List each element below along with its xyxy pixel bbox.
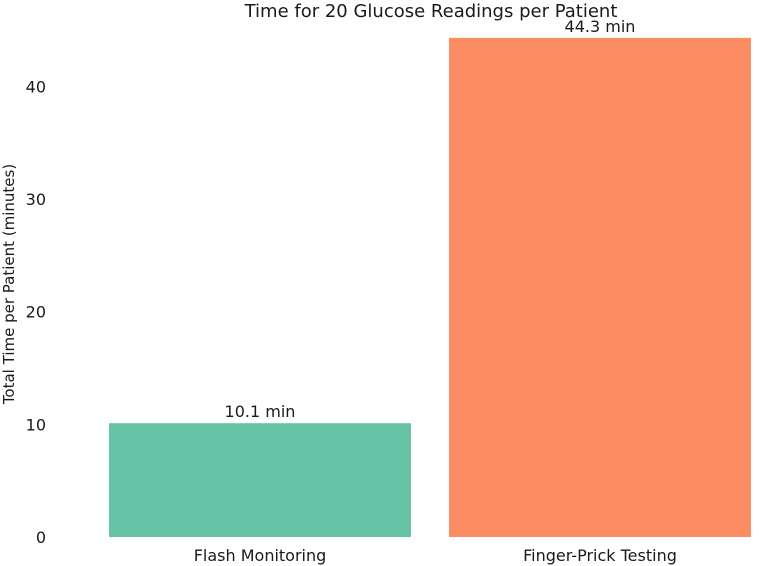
bar-value-label-1: 44.3 min [565, 17, 636, 36]
y-tick-label-0: 0 [36, 528, 46, 547]
y-axis-ticks: 0 10 20 30 40 [26, 77, 46, 547]
x-tick-label-1: Finger-Prick Testing [523, 546, 677, 565]
y-tick-label-4: 40 [26, 77, 46, 96]
bar-value-label-0: 10.1 min [225, 402, 296, 421]
chart-title: Time for 20 Glucose Readings per Patient [244, 1, 618, 22]
x-tick-label-0: Flash Monitoring [194, 546, 327, 565]
bar-0 [109, 423, 411, 537]
bar-1 [449, 37, 751, 538]
bar-value-labels: 10.1 min 44.3 min [225, 17, 636, 421]
y-tick-label-3: 30 [26, 190, 46, 209]
bars [109, 37, 751, 538]
x-axis-ticks: Flash Monitoring Finger-Prick Testing [194, 546, 677, 565]
y-tick-label-1: 10 [26, 415, 46, 434]
y-tick-label-2: 20 [26, 303, 46, 322]
y-axis-label: Total Time per Patient (minutes) [0, 164, 18, 405]
